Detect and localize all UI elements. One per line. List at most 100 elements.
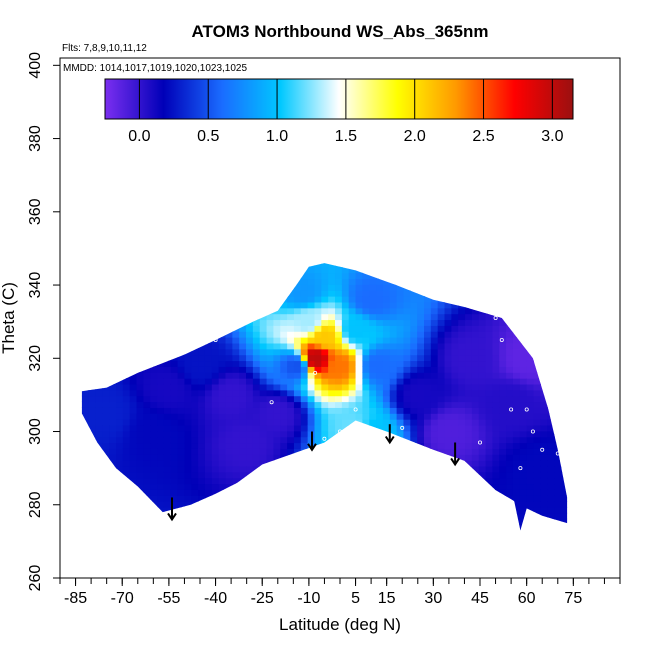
heatmap-cell [246,296,254,303]
heatmap-cell [88,378,97,385]
heatmap-cell [328,395,336,403]
heatmap-cell [109,477,117,485]
heatmap-cell [116,296,124,303]
heatmap-cell [465,313,473,321]
heatmap-cell [369,360,377,367]
heatmap-cell [259,512,268,520]
heatmap-cell [300,413,309,420]
heatmap-cell [88,442,97,449]
heatmap-cell [232,436,240,444]
heatmap-cell [540,319,548,326]
heatmap-cell [437,290,446,297]
heatmap-cell [410,319,418,326]
heatmap-cell [116,307,124,315]
heatmap-cell [95,337,103,344]
heatmap-cell [232,372,240,379]
heatmap-cell [163,495,172,502]
heatmap-cell [280,378,288,385]
heatmap-cell [225,512,233,520]
heatmap-cell [471,325,480,332]
heatmap-cell [307,337,316,344]
heatmap-cell [389,378,398,385]
heatmap-cell [328,430,336,438]
heatmap-cell [499,448,507,455]
heatmap-cell [465,512,473,520]
heatmap-cell [293,518,302,526]
heatmap-cell [403,366,411,373]
heatmap-cell [506,278,514,285]
heatmap-cell [321,489,329,496]
heatmap-cell [451,471,459,479]
heatmap-cell [376,501,384,508]
heatmap-cell [376,372,384,379]
heatmap-cell [109,366,117,373]
heatmap-cell [396,319,405,326]
heatmap-cell [184,278,192,285]
heatmap-cell [157,407,165,414]
heatmap-cell [184,383,192,391]
heatmap-cell [198,360,206,367]
heatmap-cell [232,419,240,426]
heatmap-cell [218,354,227,362]
heatmap-cell [389,460,398,467]
heatmap-cell [232,266,240,274]
heatmap-cell [198,501,206,508]
heatmap-cell [163,442,172,449]
heatmap-cell [389,401,398,408]
heatmap-cell [355,477,363,485]
heatmap-cell [314,477,322,485]
heatmap-cell [204,372,213,379]
heatmap-cell [458,360,466,367]
heatmap-cell [150,354,158,362]
heatmap-cell [225,506,233,514]
heatmap-cell [362,483,370,490]
heatmap-cell [239,506,247,514]
colorbar-gradient [104,78,574,120]
heatmap-cell [444,354,452,362]
heatmap-cell [341,442,350,449]
heatmap-cell [287,448,295,455]
heatmap-cell [424,436,432,444]
heatmap-cell [170,372,179,379]
heatmap-cell [218,518,227,526]
heatmap-cell [335,296,343,303]
heatmap-cell [314,465,322,473]
heatmap-cell [424,460,432,467]
heatmap-cell [198,307,206,315]
heatmap-cell [150,401,158,408]
heatmap-cell [499,483,507,490]
heatmap-cell [547,518,555,526]
heatmap-cell [280,284,288,291]
heatmap-cell [417,272,425,280]
heatmap-cell [485,477,494,485]
heatmap-cell [307,424,316,432]
heatmap-cell [355,436,363,444]
heatmap-cell [88,448,97,455]
heatmap-cell [512,419,521,426]
heatmap-cell [540,342,548,350]
heatmap-cell [506,471,514,479]
heatmap-cell [430,263,439,268]
heatmap-cell [170,263,179,268]
heatmap-cell [382,524,391,531]
heatmap-cell [314,460,322,467]
heatmap-cell [478,348,487,356]
heatmap-cell [129,348,138,356]
heatmap-cell [519,477,528,485]
heatmap-cell [492,460,500,467]
heatmap-cell [287,307,295,315]
heatmap-cell [109,378,117,385]
heatmap-cell [341,407,350,414]
heatmap-cell [560,524,568,531]
heatmap-cell [109,342,117,350]
heatmap-cell [444,263,452,268]
heatmap-cell [184,263,192,268]
heatmap-cell [499,366,507,373]
heatmap-cell [540,337,548,344]
heatmap-cell [109,465,117,473]
heatmap-cell [150,465,158,473]
heatmap-cell [540,301,548,309]
heatmap-cell [204,424,213,432]
heatmap-cell [287,290,295,297]
heatmap-cell [184,407,192,414]
